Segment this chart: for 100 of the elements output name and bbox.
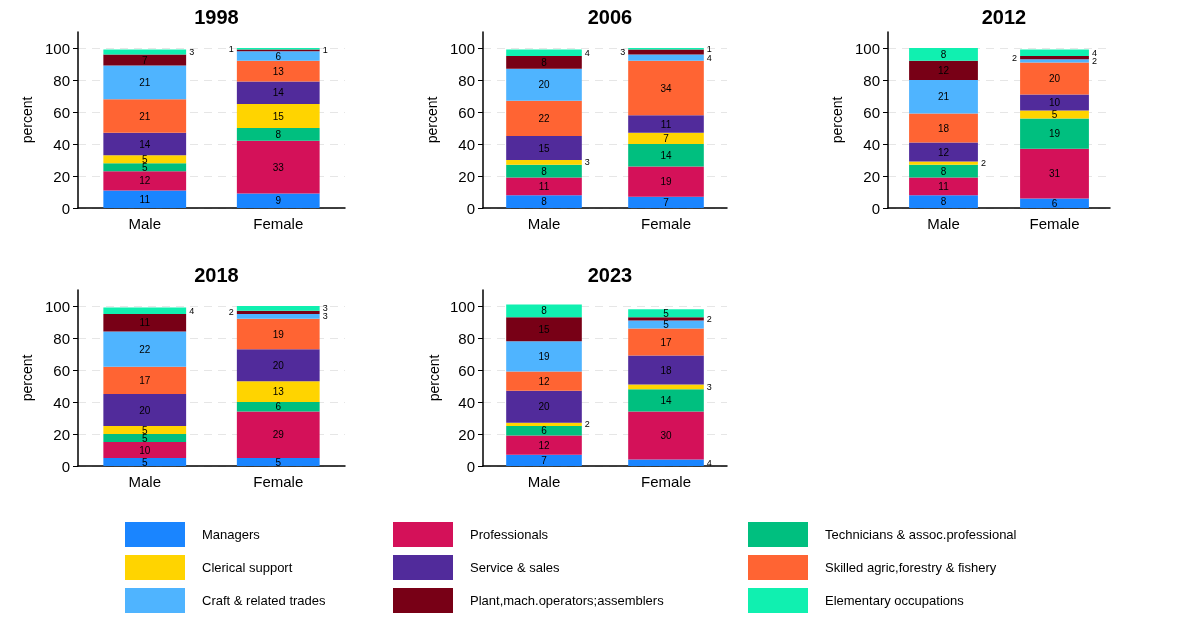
data-label: 2 <box>1012 52 1018 63</box>
bar <box>909 177 978 196</box>
x-tick-label: Male <box>527 215 561 232</box>
y-tick-label: 40 <box>458 135 475 153</box>
x-tick-label: Female <box>1029 215 1080 232</box>
bar <box>628 411 704 460</box>
data-label: 21 <box>139 110 151 122</box>
y-tick-label: 20 <box>458 167 475 185</box>
data-label: 29 <box>272 429 285 441</box>
data-label: 14 <box>660 149 672 161</box>
bar <box>628 54 704 61</box>
data-label: 12 <box>139 175 151 187</box>
y-tick-label: 80 <box>863 71 880 89</box>
bar <box>628 144 704 167</box>
data-label: 7 <box>541 454 548 466</box>
y-axis-title: percent <box>424 96 441 144</box>
chart-title: 2006 <box>587 6 633 28</box>
y-tick-label: 100 <box>449 297 475 315</box>
bar <box>506 341 582 372</box>
data-label: 3 <box>189 47 195 57</box>
data-label: 8 <box>940 165 947 177</box>
legend-label: Elementary occupations <box>825 593 965 608</box>
data-label: 4 <box>584 47 590 58</box>
bar <box>506 177 582 196</box>
data-label: 34 <box>660 82 672 94</box>
bar <box>909 142 978 162</box>
y-tick-label: 0 <box>466 199 475 217</box>
bar <box>628 196 704 208</box>
bar <box>1020 94 1089 111</box>
bar <box>236 51 320 61</box>
bar <box>103 442 187 458</box>
data-label: 2 <box>584 419 590 430</box>
bar <box>103 190 187 208</box>
bar <box>628 384 704 390</box>
data-label: 5 <box>1051 108 1058 120</box>
data-label: 12 <box>538 375 550 387</box>
bar <box>506 56 582 69</box>
bar <box>909 164 978 178</box>
bar <box>628 317 704 321</box>
bar <box>506 317 582 342</box>
y-tick-label: 40 <box>458 393 475 411</box>
bar <box>103 394 187 426</box>
y-tick-label: 100 <box>449 39 475 57</box>
data-label: 1 <box>228 43 234 54</box>
bar <box>506 304 582 318</box>
data-label: 31 <box>1048 168 1061 180</box>
bar <box>506 422 582 426</box>
x-tick-label: Male <box>128 215 162 232</box>
data-label: 8 <box>275 128 282 140</box>
data-label: 20 <box>139 404 151 416</box>
data-label: 12 <box>937 146 950 158</box>
bar <box>103 163 187 172</box>
bar <box>506 426 582 436</box>
bar <box>103 314 187 332</box>
y-tick-label: 80 <box>53 329 70 347</box>
bar <box>1020 198 1089 208</box>
data-label: 1 <box>322 45 328 56</box>
bar <box>628 115 704 133</box>
bar <box>628 132 704 144</box>
bar <box>909 80 978 114</box>
data-label: 20 <box>272 359 285 371</box>
chart-title: 2023 <box>587 264 633 286</box>
bar <box>628 328 704 356</box>
bar <box>103 171 187 191</box>
bar <box>1020 110 1089 119</box>
data-label: 19 <box>660 176 672 188</box>
data-label: 3 <box>322 303 328 314</box>
data-label: 12 <box>937 64 950 76</box>
y-tick-label: 40 <box>863 135 880 153</box>
x-tick-label: Male <box>527 473 561 490</box>
data-label: 7 <box>141 54 148 66</box>
bar <box>628 355 704 385</box>
bar <box>506 390 582 423</box>
bar <box>1020 62 1089 95</box>
bar <box>103 99 187 133</box>
bar <box>236 128 320 141</box>
bar <box>909 48 978 61</box>
legend-label: Professionals <box>470 527 549 542</box>
data-label: 33 <box>272 161 285 173</box>
legend-label: Clerical support <box>202 560 293 575</box>
data-label: 7 <box>663 132 670 144</box>
data-label: 15 <box>272 110 285 122</box>
data-label: 8 <box>940 48 947 60</box>
data-label: 13 <box>272 65 285 77</box>
legend-label: Skilled agric,forestry & fishery <box>825 560 997 575</box>
legend-label: Plant,mach.operators;assemblers <box>470 593 665 608</box>
data-label: 11 <box>139 317 151 329</box>
y-tick-label: 40 <box>53 135 70 153</box>
data-label: 30 <box>660 430 672 442</box>
bar <box>103 54 187 66</box>
data-label: 20 <box>538 79 550 91</box>
y-tick-label: 80 <box>458 71 475 89</box>
legend-label: Craft & related trades <box>202 593 327 608</box>
data-label: 2 <box>706 313 712 324</box>
data-label: 1 <box>706 43 712 54</box>
data-label: 11 <box>139 193 151 205</box>
bar <box>103 132 187 156</box>
bar <box>506 136 582 160</box>
bar <box>506 49 582 56</box>
x-tick-label: Female <box>253 473 304 490</box>
